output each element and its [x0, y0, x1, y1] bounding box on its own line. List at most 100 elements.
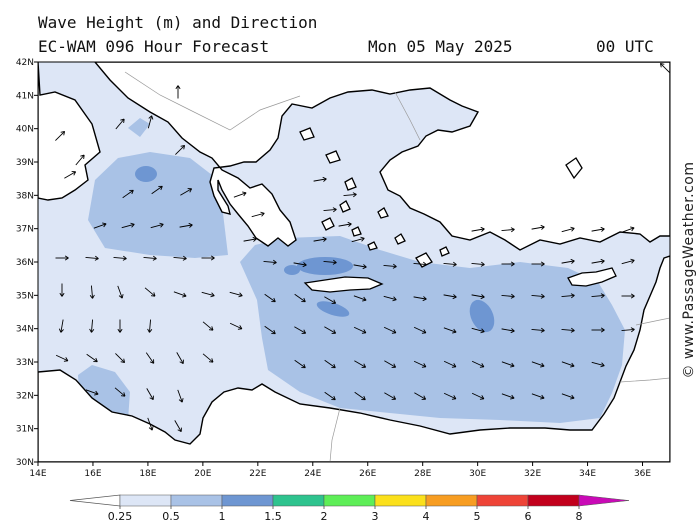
credit-text: © www.PassageWeather.com — [681, 161, 697, 379]
y-tick-label: 32N — [16, 391, 34, 401]
wave-arrow — [383, 263, 397, 269]
wave-arrow — [86, 353, 98, 363]
wave-arrow — [55, 354, 69, 362]
land-north — [38, 62, 670, 251]
legend-swatch — [272, 494, 325, 507]
wave-arrow — [501, 328, 515, 334]
y-tick-label: 33N — [16, 358, 34, 368]
wave-arrow — [353, 295, 367, 302]
wave-arrow — [591, 258, 605, 264]
wave-arrow — [324, 296, 337, 304]
wave-arrow — [180, 188, 193, 196]
wave-arrow — [58, 319, 64, 333]
wave-arrow — [384, 392, 397, 400]
wave-arrow — [501, 261, 515, 267]
wave-arrow — [229, 291, 243, 298]
wave-arrow — [85, 389, 99, 396]
y-axis: 30N 31N 32N 33N 34N 35N 36N 37N 38N 39N 40N 41N 42N — [16, 58, 38, 468]
wave-arrow — [150, 222, 164, 229]
wave-arrow — [173, 255, 187, 261]
wave-arrow — [531, 327, 545, 333]
y-tick-label: 40N — [16, 125, 34, 135]
wave-height-legend: 0.25 0.5 1 1.5 2 3 4 5 6 8 — [69, 494, 630, 523]
wave-arrow — [243, 236, 257, 242]
africa-levant — [38, 255, 670, 462]
x-tick-label: 18E — [139, 469, 156, 479]
legend-label: 5 — [474, 510, 481, 523]
wave-arrow — [233, 191, 247, 198]
legend-swatch — [221, 494, 274, 507]
wave-arrow — [561, 226, 575, 233]
wave-arrow — [531, 293, 545, 299]
wave-arrow — [147, 115, 154, 129]
wave-arrow — [471, 261, 485, 267]
x-axis: 14E 16E 18E 20E 22E 24E 26E 28E 30E 32E 34E 36E — [29, 462, 651, 479]
wave-arrow — [591, 361, 605, 368]
wave-arrow — [413, 326, 427, 334]
wave-arrow — [501, 393, 515, 400]
borders — [124, 71, 670, 462]
wave-arrow — [443, 261, 457, 267]
wave-arrow — [561, 258, 575, 264]
wave-arrow — [173, 291, 187, 298]
wave-arrow — [113, 255, 127, 261]
y-tick-label: 34N — [16, 325, 34, 335]
y-tick-label: 38N — [16, 191, 34, 201]
forecast-date: Mon 05 May 2025 — [368, 37, 513, 56]
wave-arrow — [501, 227, 515, 233]
cyprus — [567, 267, 617, 287]
wave-arrow — [294, 359, 306, 369]
legend-swatch — [119, 494, 172, 507]
wave-arrow — [143, 255, 157, 261]
wave-arrow — [323, 207, 337, 213]
legend-swatch — [170, 494, 223, 507]
wave-arrow — [121, 222, 135, 229]
x-tick-label: 34E — [579, 469, 596, 479]
wave-arrow — [175, 144, 186, 155]
wave-arrow — [251, 211, 265, 218]
lake — [565, 157, 583, 180]
wave-arrow — [621, 226, 635, 233]
map-area — [38, 62, 670, 462]
wave-arrow — [145, 352, 155, 364]
wave-arrow — [591, 226, 605, 232]
wave-arrow — [89, 285, 95, 299]
wave-arrow — [93, 222, 107, 229]
wave-arrow — [561, 361, 575, 368]
wave-arrow — [115, 353, 126, 364]
legend-label: 1.5 — [264, 510, 282, 523]
legend-label: 3 — [372, 510, 379, 523]
wave-arrow — [294, 326, 307, 334]
wave-arrow — [443, 294, 457, 300]
wave-arrow — [85, 255, 99, 261]
wave-arrow — [501, 293, 515, 299]
wave-arrow — [443, 327, 457, 334]
x-tick-label: 28E — [414, 469, 431, 479]
legend-swatch — [323, 494, 376, 507]
wave-arrow — [471, 360, 485, 368]
wave-arrow — [89, 319, 95, 333]
y-tick-label: 30N — [16, 458, 34, 468]
legend-high-cap — [578, 494, 630, 507]
legend-label: 2 — [321, 510, 328, 523]
wave-arrow — [531, 393, 545, 400]
y-tick-label: 37N — [16, 225, 34, 235]
wave-arrow — [384, 360, 397, 368]
legend-swatch — [374, 494, 427, 507]
wave-arrow — [338, 221, 352, 227]
wave-arrow — [324, 326, 337, 334]
legend-label: 0.25 — [108, 510, 133, 523]
wave-arrow — [501, 361, 515, 368]
wave-arrow — [471, 294, 485, 300]
x-tick-label: 22E — [249, 469, 266, 479]
wave-arrow — [175, 85, 181, 99]
land-south — [38, 255, 670, 462]
wave-arrow — [531, 361, 545, 368]
wave-arrow — [59, 283, 65, 297]
wave-arrow — [443, 392, 457, 400]
wave-arrow — [115, 118, 125, 130]
wave-arrow — [146, 388, 154, 401]
wave-arrow — [201, 255, 215, 261]
y-tick-label: 31N — [16, 425, 34, 435]
wave-arrow — [621, 327, 635, 333]
